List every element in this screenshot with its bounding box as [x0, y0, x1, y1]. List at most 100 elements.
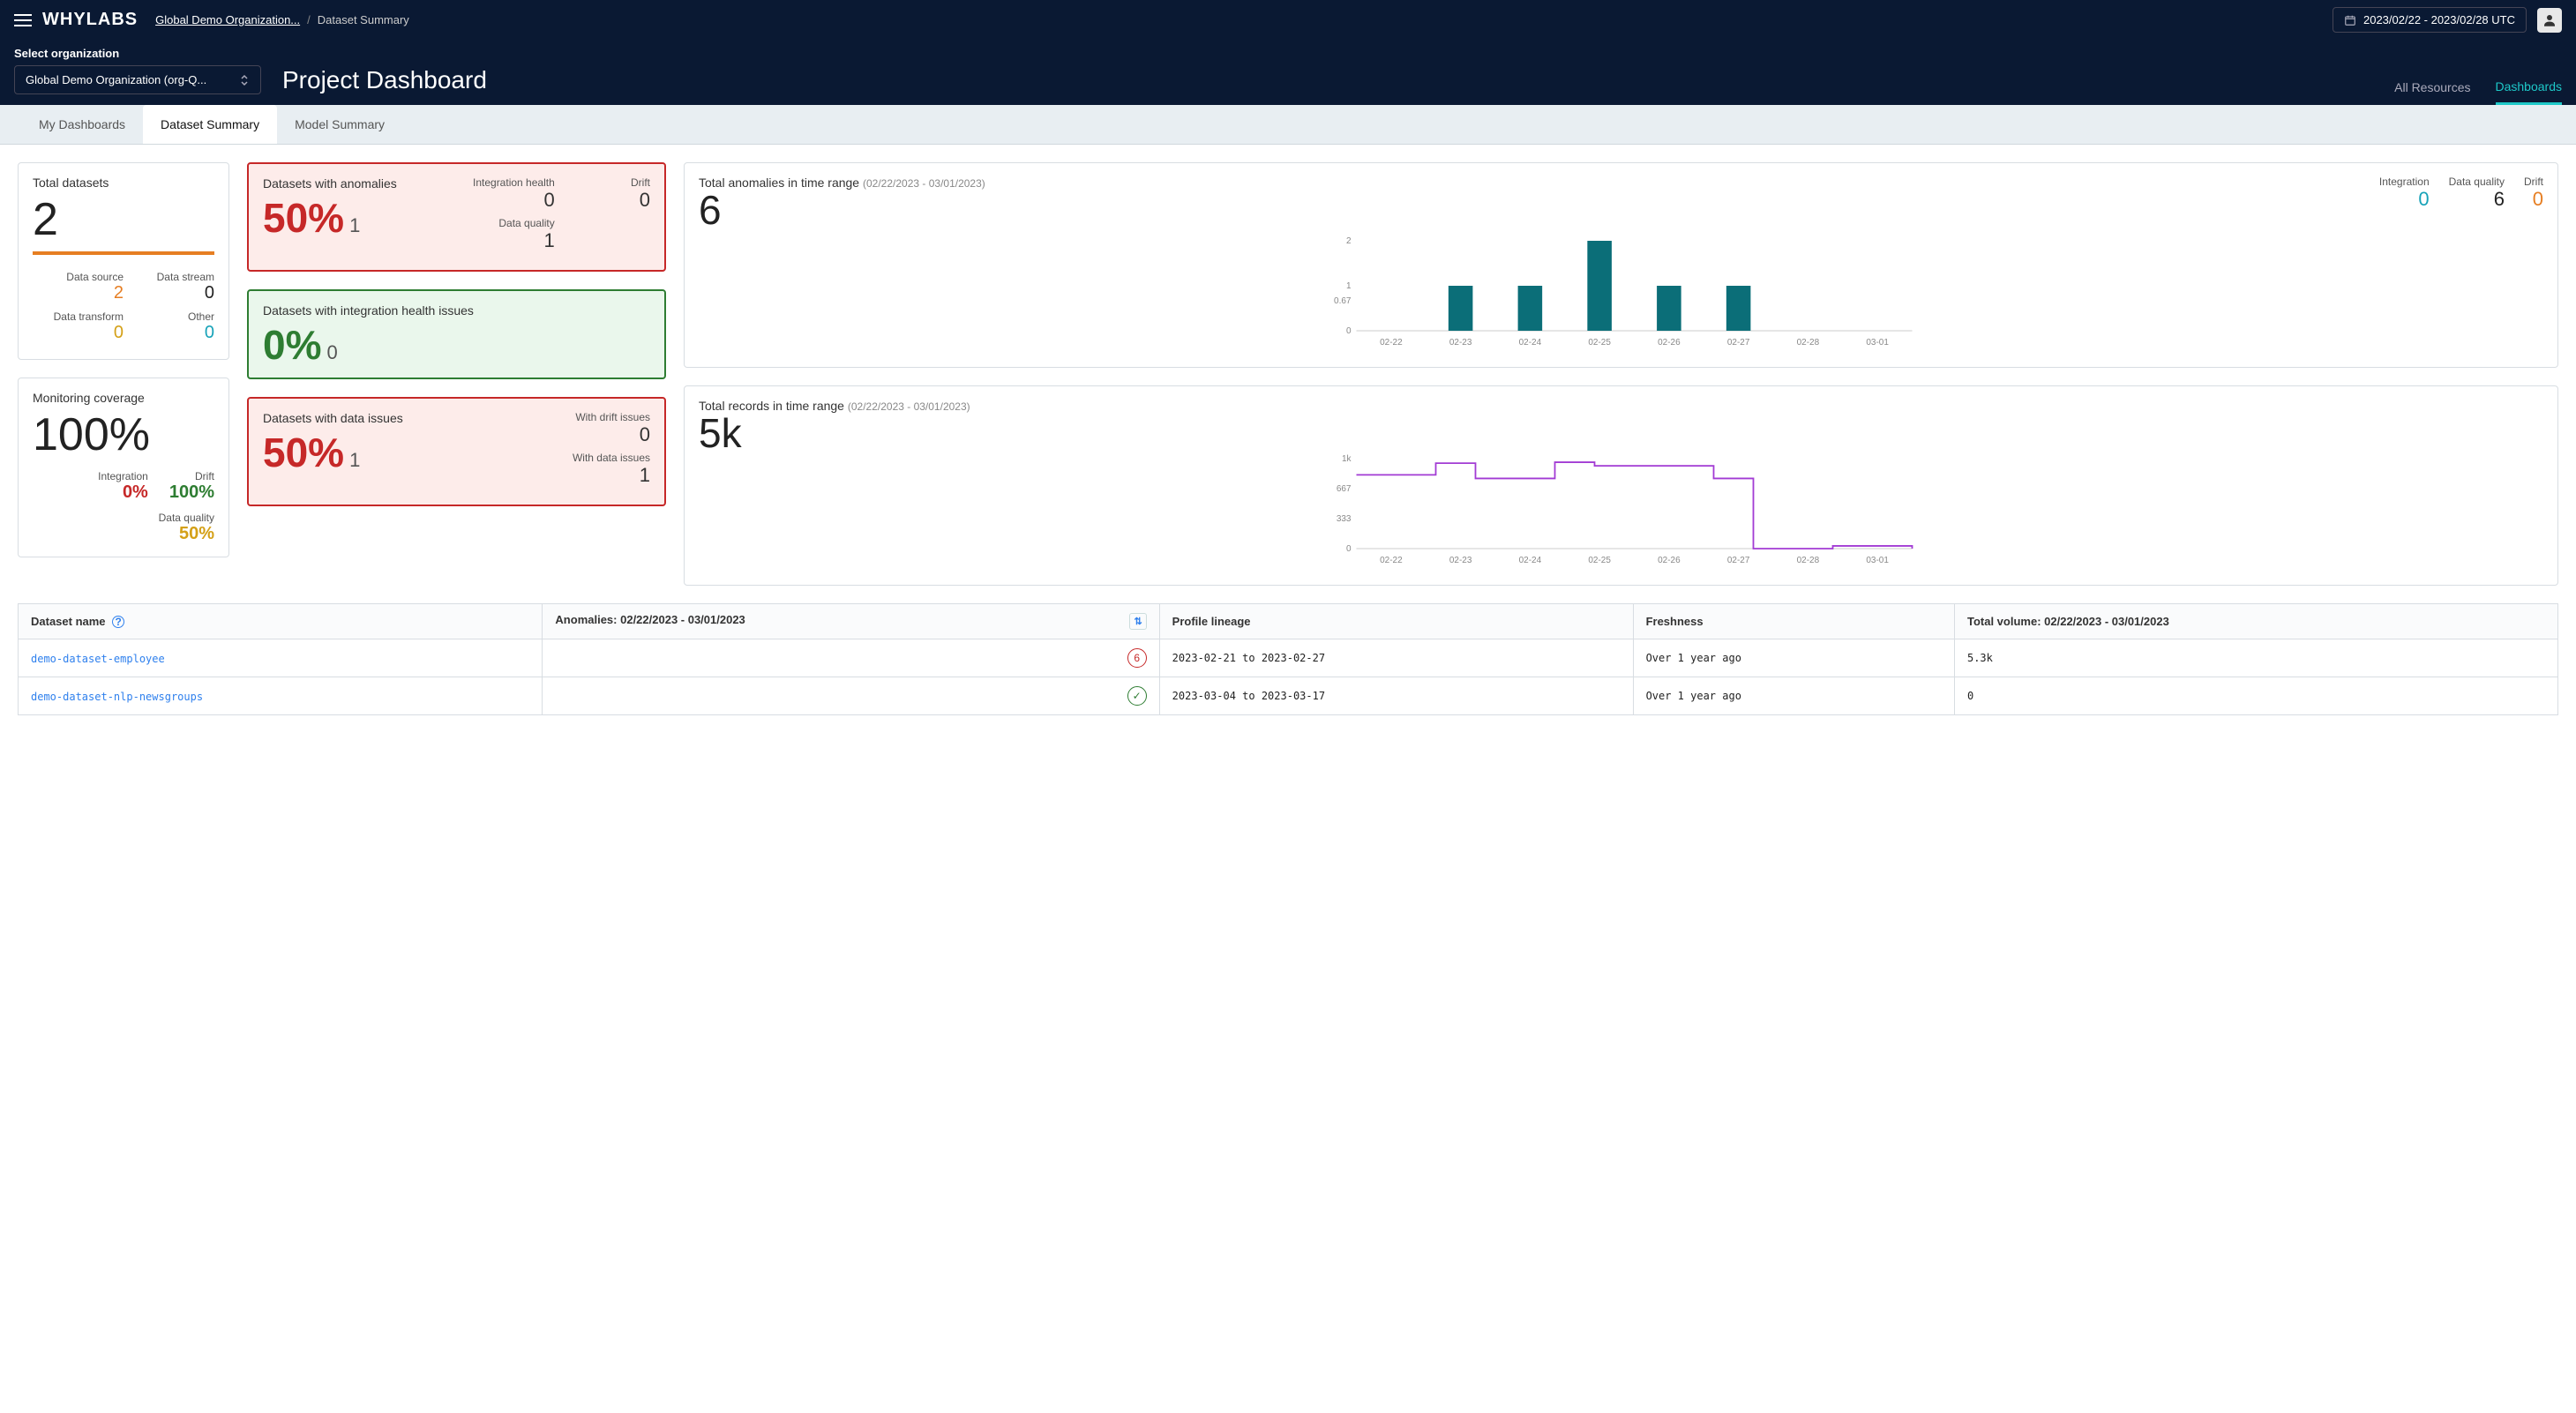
svg-text:02-22: 02-22 — [1380, 556, 1403, 565]
logo[interactable]: WHYLABS — [42, 10, 138, 30]
tab-dataset-summary[interactable]: Dataset Summary — [143, 105, 277, 144]
dataset-link[interactable]: demo-dataset-nlp-newsgroups — [31, 691, 203, 703]
card-total-datasets: Total datasets 2 Data source2 Data strea… — [18, 162, 229, 360]
th-lineage[interactable]: Profile lineage — [1159, 604, 1633, 639]
card-monitoring-coverage: Monitoring coverage 100% Integration0% D… — [18, 378, 229, 557]
cov-drift-value: 100% — [169, 482, 214, 502]
breadcrumb: Global Demo Organization... / Dataset Su… — [155, 13, 409, 26]
records-line-chart: 03336671k02-2202-2302-2402-2502-2602-270… — [699, 453, 2543, 568]
org-select[interactable]: Global Demo Organization (org-Q... — [14, 65, 261, 94]
card-anomalies-chart: Total anomalies in time range (02/22/202… — [684, 162, 2558, 368]
cov-integration-value: 0% — [123, 482, 148, 502]
anomalies-bar-chart: 00.671202-2202-2302-2402-2502-2602-2702-… — [699, 236, 2543, 350]
svg-text:02-24: 02-24 — [1519, 338, 1542, 348]
data-source-label: Data source — [33, 271, 124, 283]
svg-text:02-25: 02-25 — [1588, 556, 1611, 565]
card-title: Datasets with integration health issues — [263, 303, 650, 318]
th-volume[interactable]: Total volume: 02/22/2023 - 03/01/2023 — [1954, 604, 2557, 639]
svg-text:2: 2 — [1346, 236, 1352, 246]
svg-text:333: 333 — [1337, 514, 1352, 524]
di-data-value: 1 — [640, 464, 650, 486]
orange-divider — [33, 251, 214, 255]
table-row: demo-dataset-employee 6 2023-02-21 to 20… — [19, 639, 2558, 677]
di-data-label: With data issues — [573, 452, 650, 464]
card-title: Total datasets — [33, 176, 214, 190]
anomalies-pct: 50% — [263, 195, 344, 241]
anom-ih-value: 0 — [544, 189, 555, 211]
nav-dashboards[interactable]: Dashboards — [2496, 79, 2563, 105]
leg-dq-value: 6 — [2494, 188, 2505, 210]
header: WHYLABS Global Demo Organization... / Da… — [0, 0, 2576, 105]
cov-drift-label: Drift — [169, 470, 214, 482]
svg-text:02-27: 02-27 — [1727, 556, 1750, 565]
calendar-icon — [2344, 14, 2356, 26]
chevron-updown-icon — [239, 74, 250, 86]
freshness-cell: Over 1 year ago — [1633, 677, 1954, 715]
svg-text:03-01: 03-01 — [1866, 556, 1889, 565]
data-stream-label: Data stream — [124, 271, 214, 283]
help-icon[interactable]: ? — [112, 616, 124, 628]
cov-integration-label: Integration — [98, 470, 148, 482]
card-title: Datasets with anomalies — [263, 176, 397, 191]
data-issues-pct: 50% — [263, 430, 344, 475]
tab-model-summary[interactable]: Model Summary — [277, 105, 402, 144]
th-anomalies[interactable]: Anomalies: 02/22/2023 - 03/01/2023⇅ — [543, 604, 1159, 639]
date-range-text: 2023/02/22 - 2023/02/28 UTC — [2363, 13, 2515, 26]
svg-text:03-01: 03-01 — [1866, 338, 1889, 348]
user-avatar[interactable] — [2537, 8, 2562, 33]
dataset-link[interactable]: demo-dataset-employee — [31, 653, 165, 665]
datasets-table: Dataset name ? Anomalies: 02/22/2023 - 0… — [18, 603, 2558, 715]
anom-drift-label: Drift — [631, 176, 650, 189]
card-integration-issues: Datasets with integration health issues … — [247, 289, 666, 379]
records-total: 5k — [699, 413, 2543, 453]
card-datasets-anomalies: Datasets with anomalies 50%1 Integration… — [247, 162, 666, 272]
lineage-cell: 2023-02-21 to 2023-02-27 — [1159, 639, 1633, 677]
svg-text:1: 1 — [1346, 281, 1352, 291]
svg-text:02-22: 02-22 — [1380, 338, 1403, 348]
breadcrumb-current: Dataset Summary — [318, 13, 409, 26]
page-title: Project Dashboard — [282, 66, 2373, 94]
table-row: demo-dataset-nlp-newsgroups ✓ 2023-03-04… — [19, 677, 2558, 715]
data-transform-value: 0 — [114, 323, 124, 342]
sort-icon[interactable]: ⇅ — [1129, 613, 1146, 630]
anomalies-total: 6 — [699, 190, 985, 230]
integration-count: 0 — [326, 341, 337, 363]
cov-dq-label: Data quality — [33, 512, 214, 524]
data-transform-label: Data transform — [33, 310, 124, 323]
svg-text:0: 0 — [1346, 544, 1352, 554]
chart-title: Total anomalies in time range — [699, 176, 859, 190]
th-freshness[interactable]: Freshness — [1633, 604, 1954, 639]
nav-all-resources[interactable]: All Resources — [2394, 80, 2470, 94]
other-value: 0 — [205, 323, 214, 342]
date-range-picker[interactable]: 2023/02/22 - 2023/02/28 UTC — [2333, 7, 2527, 33]
leg-drift-value: 0 — [2533, 188, 2543, 210]
chart-range: (02/22/2023 - 03/01/2023) — [848, 400, 970, 413]
volume-cell: 5.3k — [1954, 639, 2557, 677]
chart-range: (02/22/2023 - 03/01/2023) — [863, 177, 985, 190]
svg-text:0: 0 — [1346, 326, 1352, 336]
svg-text:02-23: 02-23 — [1449, 556, 1472, 565]
anom-drift-value: 0 — [640, 189, 650, 211]
anom-dq-label: Data quality — [473, 217, 555, 229]
svg-text:02-28: 02-28 — [1797, 338, 1820, 348]
leg-integration-value: 0 — [2418, 188, 2429, 210]
cov-dq-value: 50% — [179, 524, 214, 543]
data-stream-value: 0 — [205, 283, 214, 303]
svg-text:667: 667 — [1337, 484, 1352, 494]
svg-text:02-23: 02-23 — [1449, 338, 1472, 348]
di-drift-value: 0 — [640, 423, 650, 445]
svg-text:1k: 1k — [1342, 454, 1352, 464]
svg-text:02-28: 02-28 — [1797, 556, 1820, 565]
leg-drift-label: Drift — [2524, 176, 2543, 188]
breadcrumb-org-link[interactable]: Global Demo Organization... — [155, 13, 300, 26]
tab-my-dashboards[interactable]: My Dashboards — [21, 105, 143, 144]
data-issues-count: 1 — [349, 449, 360, 471]
anom-ih-label: Integration health — [473, 176, 555, 189]
th-dataset-name[interactable]: Dataset name ? — [19, 604, 543, 639]
data-source-value: 2 — [114, 283, 124, 303]
card-title: Monitoring coverage — [33, 391, 214, 405]
card-title: Datasets with data issues — [263, 411, 403, 425]
tabs: My Dashboards Dataset Summary Model Summ… — [0, 105, 2576, 145]
user-icon — [2542, 12, 2557, 28]
menu-icon[interactable] — [14, 14, 32, 26]
